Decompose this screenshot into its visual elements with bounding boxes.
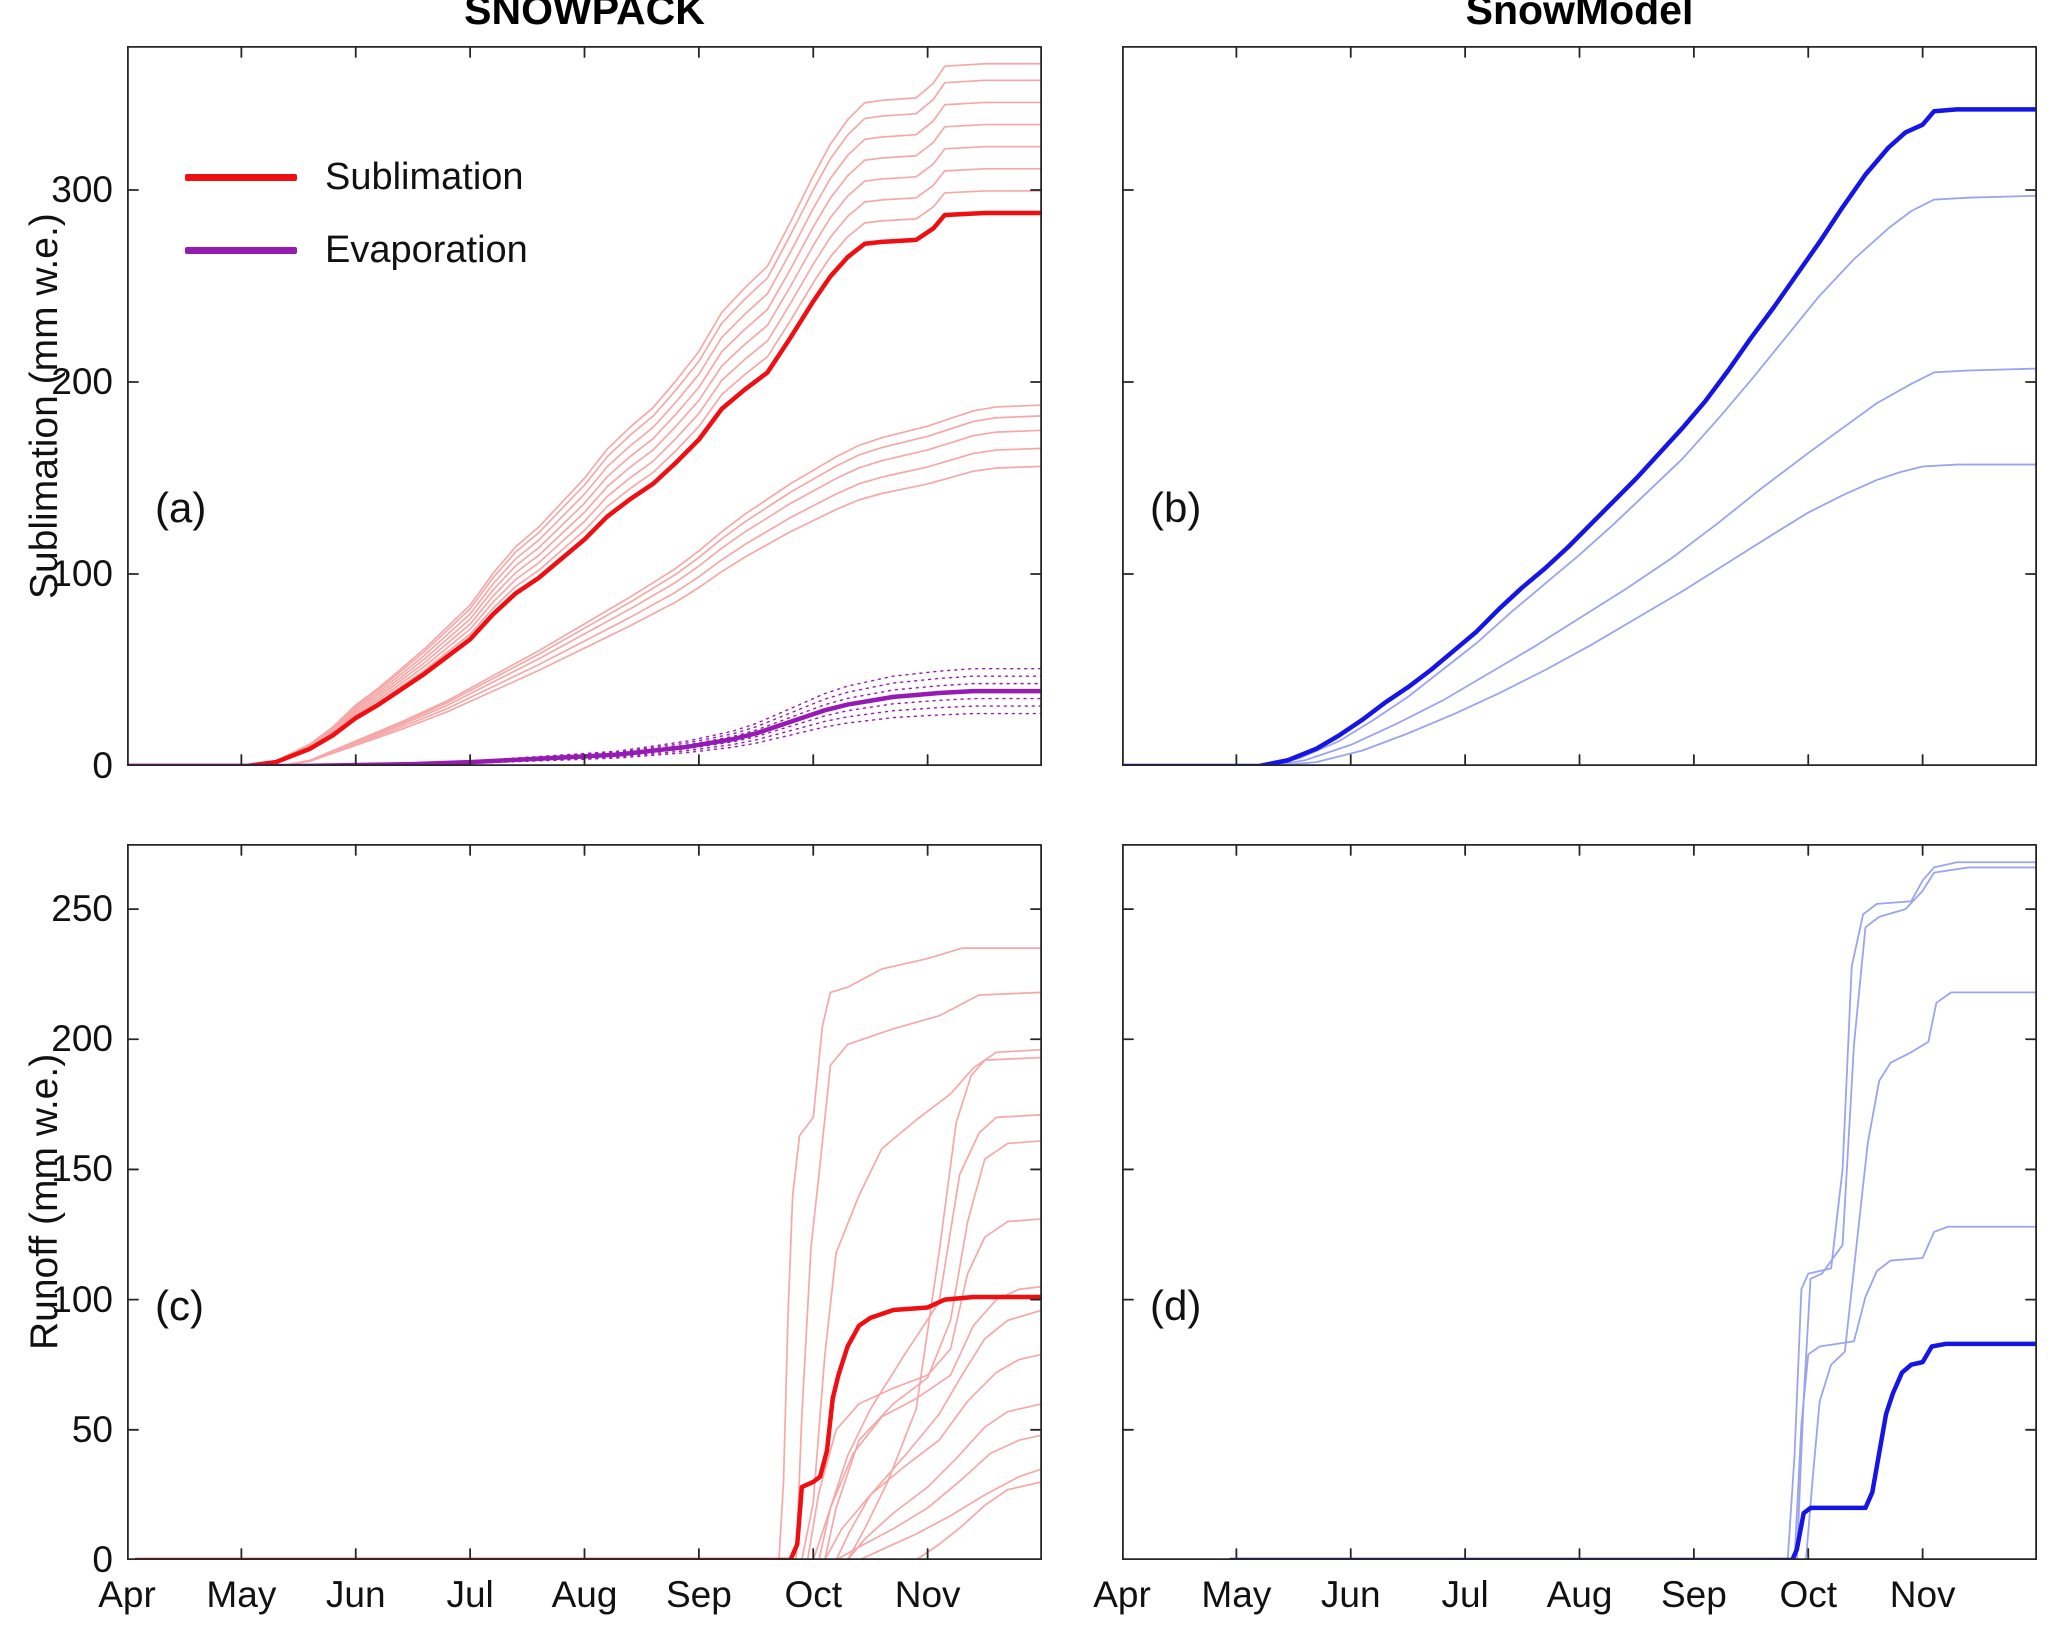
x-tick-label: Oct xyxy=(784,1574,843,1615)
y-tick-label: 150 xyxy=(51,1148,113,1190)
panel-runoff-snowmodel: (d) Apr May Jun Jul Aug Sep Oct Nov xyxy=(1093,844,2037,1615)
x-tick-label: Nov xyxy=(1889,1574,1956,1615)
x-tick-label: Sep xyxy=(665,1574,732,1615)
x-tick-label: Aug xyxy=(551,1574,618,1615)
x-tick-label: Apr xyxy=(98,1574,156,1615)
runoff-snowmodel-chart xyxy=(1122,844,2037,1560)
panel-letter-a: (a) xyxy=(155,484,207,531)
legend-item-evaporation: Evaporation xyxy=(185,229,528,272)
sublimation-snowpack-chart xyxy=(127,46,1042,766)
x-tick-label: Aug xyxy=(1546,1574,1613,1615)
x-tick-label: Jun xyxy=(1320,1574,1381,1615)
x-tick-label: Apr xyxy=(1093,1574,1151,1615)
y-tick-label: 200 xyxy=(51,1018,113,1060)
sublimation-snowmodel-chart xyxy=(1122,46,2037,766)
y-tick-label: 0 xyxy=(92,1539,113,1580)
panel-runoff-snowpack: Runoff (mm w.e.) (c) Apr May Jun Jul Aug Sep O… xyxy=(23,844,1042,1615)
x-tick-label: Jul xyxy=(1441,1574,1489,1615)
y-tick-label: 0 xyxy=(92,745,113,786)
legend: Sublimation Evaporation xyxy=(185,156,528,272)
panel-sublimation-snowpack: SNOWPACK Sublimation (mm w.e.) (a) Subli… xyxy=(23,0,1042,786)
y-tick-label: 50 xyxy=(71,1408,113,1450)
panel-sublimation-snowmodel: SnowModel (b) xyxy=(1122,0,2037,766)
y-axis-label-sublimation: Sublimation (mm w.e.) xyxy=(23,213,66,599)
y-tick-label: 300 xyxy=(51,169,113,210)
y-tick-label: 100 xyxy=(51,553,113,594)
sublimation-line-swatch xyxy=(185,174,297,181)
panel-letter-d: (d) xyxy=(1150,1282,1202,1329)
legend-label-sublimation: Sublimation xyxy=(325,156,524,198)
x-tick-label: Sep xyxy=(1660,1574,1727,1615)
legend-item-sublimation: Sublimation xyxy=(185,156,528,199)
column-title-snowpack: SNOWPACK xyxy=(464,0,705,33)
column-title-snowmodel: SnowModel xyxy=(1465,0,1694,33)
y-tick-label: 100 xyxy=(51,1278,113,1320)
panel-letter-c: (c) xyxy=(155,1282,204,1329)
y-tick-label: 200 xyxy=(51,361,113,402)
evaporation-line-swatch xyxy=(185,247,297,254)
x-tick-label: Jun xyxy=(325,1574,386,1615)
x-tick-label: Oct xyxy=(1779,1574,1838,1615)
y-axis-label-runoff: Runoff (mm w.e.) xyxy=(23,1053,66,1351)
y-tick-label: 250 xyxy=(51,888,113,930)
x-tick-label: Nov xyxy=(894,1574,961,1615)
x-tick-label: May xyxy=(1201,1574,1272,1615)
x-tick-label: Jul xyxy=(446,1574,494,1615)
x-tick-label: May xyxy=(206,1574,277,1615)
runoff-snowpack-chart xyxy=(127,844,1042,1560)
legend-label-evaporation: Evaporation xyxy=(325,229,528,271)
panel-letter-b: (b) xyxy=(1150,484,1202,531)
